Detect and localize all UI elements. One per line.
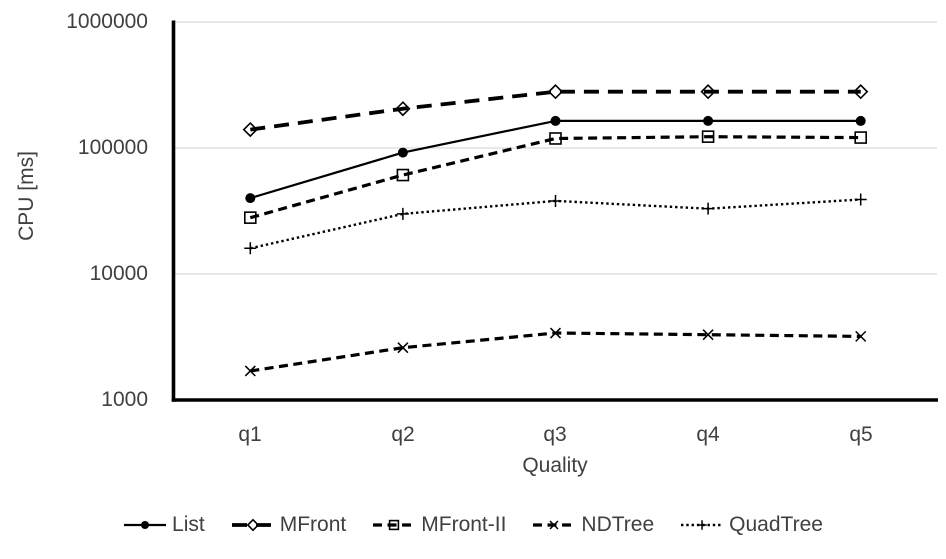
legend-line-marker-icon bbox=[532, 517, 576, 533]
legend-item-mfront-ii: MFront-II bbox=[372, 513, 506, 537]
y-tick-label: 10000 bbox=[89, 262, 148, 285]
legend-label: MFront bbox=[279, 513, 347, 536]
series-mfront-ii bbox=[244, 130, 868, 224]
series-mfront bbox=[242, 84, 869, 138]
legend-label: MFront-II bbox=[421, 513, 507, 536]
x-tick-label: q5 bbox=[849, 423, 873, 446]
series-list bbox=[245, 115, 866, 204]
x-axis-title: Quality bbox=[522, 454, 588, 477]
y-tick-label: 100000 bbox=[77, 136, 148, 159]
series-ndtree bbox=[244, 327, 867, 377]
x-tick-label: q2 bbox=[391, 423, 415, 446]
gridlines bbox=[174, 21, 937, 275]
y-tick-label: 1000000 bbox=[66, 10, 148, 33]
legend-item-mfront: MFront bbox=[231, 513, 347, 537]
legend-line-marker-icon bbox=[231, 517, 275, 533]
legend: List MFront MFront-II NDTree QuadTree bbox=[0, 511, 946, 539]
legend-item-ndtree: NDTree bbox=[532, 513, 654, 537]
series-quadtree bbox=[244, 193, 867, 255]
legend-item-list: List bbox=[123, 513, 205, 537]
legend-line-marker-icon bbox=[372, 517, 416, 533]
x-tick-label: q3 bbox=[543, 423, 567, 446]
axes bbox=[171, 20, 938, 402]
legend-line-marker-icon bbox=[680, 517, 724, 533]
x-tick-label: q1 bbox=[238, 423, 262, 446]
legend-line-marker-icon bbox=[123, 517, 167, 533]
legend-label: QuadTree bbox=[729, 513, 823, 536]
legend-item-quadtree: QuadTree bbox=[680, 513, 823, 537]
legend-label: List bbox=[172, 513, 205, 536]
y-tick-label: 1000 bbox=[101, 388, 148, 411]
legend-label: NDTree bbox=[581, 513, 655, 536]
x-tick-label: q4 bbox=[696, 423, 720, 446]
